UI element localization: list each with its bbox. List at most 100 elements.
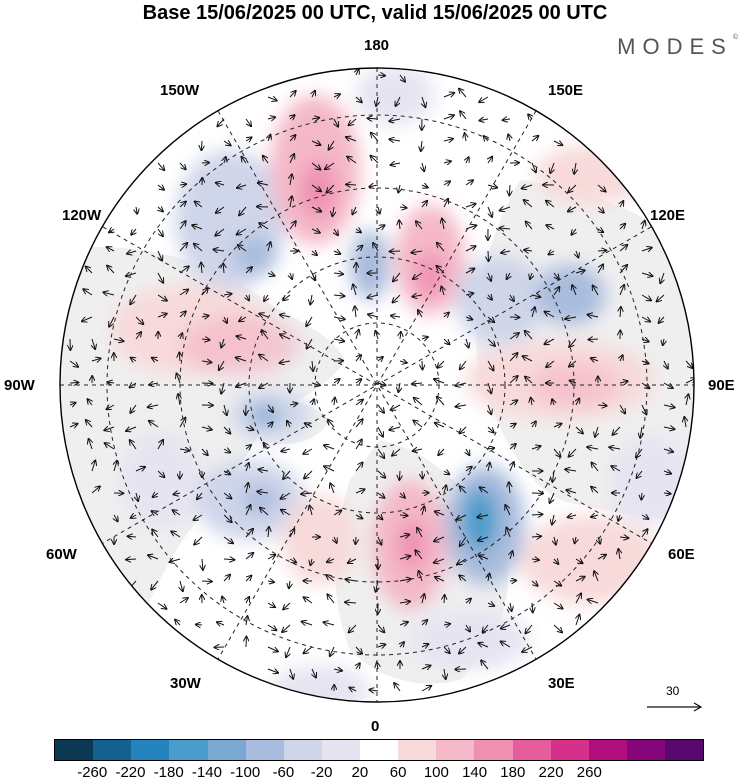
- wind-vector-arrow: [488, 157, 492, 164]
- wind-vector-arrow: [593, 286, 599, 296]
- wind-vector-arrow: [192, 225, 203, 229]
- wind-vector-arrow: [216, 183, 225, 185]
- wind-vector-arrow: [257, 492, 269, 494]
- wind-vector-arrow: [460, 536, 467, 546]
- wind-vector-arrow: [171, 531, 181, 538]
- wind-vector-arrow: [620, 201, 623, 208]
- wind-vector-arrow: [550, 492, 555, 503]
- wind-vector-arrow: [222, 597, 224, 604]
- wind-vector-arrow: [391, 316, 401, 317]
- wind-vector-arrow: [237, 185, 247, 188]
- vector-reference-label: 30: [666, 684, 680, 698]
- wind-vector-arrow: [422, 470, 423, 479]
- wind-vector-arrow: [152, 511, 159, 515]
- wind-vector-arrow: [509, 353, 518, 362]
- wind-vector-arrow: [576, 250, 578, 258]
- wind-vector-arrow: [356, 69, 359, 76]
- wind-vector-arrow: [302, 622, 313, 626]
- wind-vector-arrow: [91, 486, 100, 494]
- wind-vector-arrow: [663, 405, 675, 408]
- wind-vector-arrow: [259, 314, 269, 317]
- wind-vector-arrow: [311, 162, 320, 170]
- wind-vector-arrow: [157, 272, 163, 283]
- wind-vector-arrow: [355, 96, 362, 102]
- wind-vector-arrow: [597, 184, 606, 192]
- wind-vector-arrow: [531, 446, 541, 449]
- wind-vector-arrow: [268, 242, 271, 252]
- wind-vector-arrow: [620, 285, 624, 296]
- wind-vector-arrow: [267, 404, 273, 412]
- wind-vector-arrow: [620, 355, 623, 362]
- wind-vector-arrow: [113, 339, 123, 341]
- wind-vector-arrow: [312, 399, 314, 406]
- wind-vector-arrow: [312, 91, 315, 98]
- wind-vector-arrow: [572, 285, 576, 296]
- wind-vector-arrow: [109, 229, 114, 232]
- wind-vector-arrow: [597, 264, 603, 274]
- wind-vector-arrow: [130, 294, 137, 304]
- wind-vector-arrow: [290, 529, 294, 538]
- wind-vector-arrow: [591, 487, 599, 494]
- wind-vector-arrow: [641, 317, 650, 322]
- lon-label-30w: 30W: [170, 675, 201, 692]
- wind-vector-arrow: [332, 206, 334, 216]
- wind-vector-arrow: [107, 247, 115, 251]
- wind-vector-arrow: [435, 511, 445, 515]
- wind-vector-arrow: [304, 470, 313, 479]
- wind-vector-arrow: [326, 575, 335, 582]
- wind-vector-arrow: [324, 466, 335, 472]
- lon-label-0: 0: [371, 718, 380, 735]
- wind-vector-arrow: [399, 207, 407, 208]
- wind-vector-arrow: [377, 470, 385, 478]
- wind-vector-arrow: [290, 196, 292, 208]
- wind-vector-arrow: [484, 136, 488, 141]
- wind-vector-arrow: [444, 471, 449, 474]
- wind-vector-arrow: [236, 358, 247, 362]
- wind-vector-arrow: [179, 353, 180, 362]
- colorbar: [54, 739, 704, 761]
- wind-vector-arrow: [466, 338, 469, 348]
- wind-vector-arrow: [532, 421, 536, 428]
- wind-vector-arrow: [239, 317, 247, 321]
- wind-vector-arrow: [179, 243, 187, 252]
- wind-vector-arrow: [148, 555, 159, 559]
- wind-vector-arrow: [158, 207, 163, 211]
- wind-vector-arrow: [419, 571, 422, 582]
- wind-vector-arrow: [641, 382, 650, 388]
- wind-vector-arrow: [377, 624, 384, 632]
- wind-vector-arrow: [443, 115, 454, 119]
- wind-vector-arrow: [434, 559, 445, 563]
- wind-vector-arrow: [311, 141, 321, 145]
- wind-vector-arrow: [328, 420, 335, 428]
- wind-vector-arrow: [92, 338, 95, 349]
- wind-vector-arrow: [346, 137, 357, 141]
- wind-vector-arrow: [259, 382, 269, 388]
- wind-vector-arrow: [526, 222, 533, 230]
- wind-vector-arrow: [356, 229, 361, 232]
- wind-vector-arrow: [400, 332, 401, 340]
- wind-vector-arrow: [619, 381, 628, 383]
- wind-vector-arrow: [531, 559, 539, 560]
- wind-vector-arrow: [194, 244, 203, 252]
- wind-vector-arrow: [330, 646, 334, 656]
- wind-vector-arrow: [588, 600, 599, 604]
- wind-vector-arrow: [290, 272, 292, 279]
- wind-vector-arrow: [477, 515, 489, 517]
- wind-vector-arrow: [179, 202, 186, 208]
- wind-vector-arrow: [393, 294, 401, 303]
- wind-vector-arrow: [92, 461, 95, 472]
- wind-vector-arrow: [324, 622, 335, 625]
- wind-vector-arrow: [552, 399, 554, 406]
- wind-vector-arrow: [457, 514, 467, 520]
- wind-vector-arrow: [598, 536, 600, 544]
- wind-vector-arrow: [488, 272, 491, 281]
- wind-vector-arrow: [460, 486, 467, 494]
- wind-vector-arrow: [333, 339, 344, 341]
- wind-vector-arrow: [310, 558, 312, 565]
- wind-vector-arrow: [245, 529, 253, 538]
- wind-vector-arrow: [532, 307, 535, 318]
- wind-vector-arrow: [636, 448, 643, 457]
- wind-vector-arrow: [488, 463, 490, 472]
- wind-vector-arrow: [524, 250, 533, 251]
- colorbar-tick-label: 260: [576, 764, 602, 781]
